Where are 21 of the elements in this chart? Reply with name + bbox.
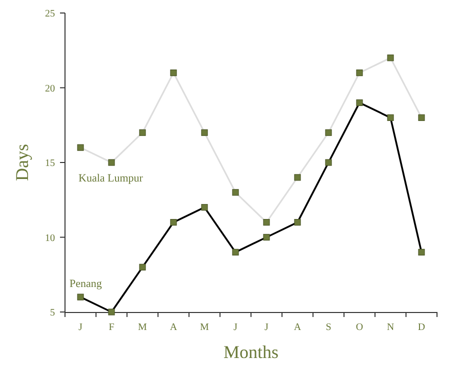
x-tick-label: D: [418, 322, 426, 333]
y-tick-label: 10: [45, 232, 55, 244]
y-tick-label: 25: [45, 8, 55, 20]
x-tick-label: F: [108, 322, 115, 333]
x-tick-label: S: [326, 322, 332, 333]
x-tick-label: J: [234, 322, 238, 333]
x-tick-label: J: [78, 322, 83, 333]
y-tick-label: 5: [50, 308, 55, 318]
y-tick-label: 20: [45, 83, 55, 94]
y-tick-label: 15: [45, 158, 55, 169]
y-axis-title: Days: [12, 144, 32, 181]
x-tick-label: M: [200, 322, 210, 333]
x-tick-label: A: [294, 322, 302, 333]
x-axis-title: Months: [223, 342, 279, 362]
x-tick-label: N: [386, 322, 394, 333]
x-tick-label: O: [356, 322, 364, 333]
x-tick-label: A: [170, 322, 178, 333]
x-tick-label: J: [264, 322, 269, 333]
series-label: Penang: [70, 278, 102, 290]
x-tick-label: M: [138, 322, 148, 333]
series-label: Kuala Lumpur: [78, 172, 144, 185]
